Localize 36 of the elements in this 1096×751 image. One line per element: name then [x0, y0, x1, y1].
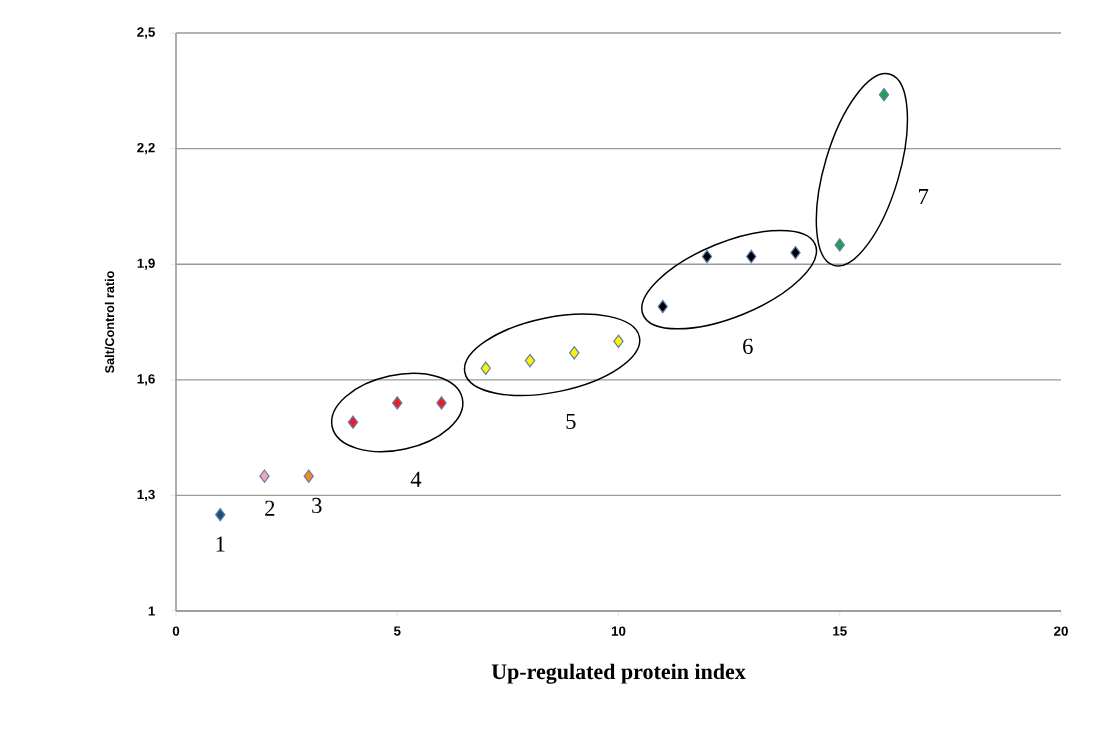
y-tick-label: 2,5 — [137, 27, 155, 39]
y-tick-label: 1,9 — [137, 258, 155, 270]
point — [259, 469, 270, 483]
y-tick-label: 1 — [148, 606, 155, 616]
point — [569, 346, 580, 360]
annotation: 6 — [743, 338, 753, 354]
annotation: 3 — [312, 497, 322, 514]
y-tick-label: 2,2 — [137, 142, 155, 155]
y-tick-label: 1,6 — [137, 374, 155, 386]
x-axis-title: Up-regulated protein index — [491, 663, 746, 684]
x-tick-label: 20 — [1054, 626, 1068, 636]
point — [436, 396, 447, 410]
point — [215, 507, 226, 522]
point — [701, 249, 713, 264]
x-tick-label: 0 — [172, 626, 180, 636]
y-axis-title: Salt/Control ratio — [104, 271, 115, 374]
x-tick-label: 15 — [833, 626, 847, 636]
point — [878, 87, 890, 102]
point — [303, 469, 314, 483]
y-tick-label: 1,3 — [137, 489, 155, 502]
annotation: 5 — [566, 413, 576, 429]
point — [347, 415, 359, 429]
point — [524, 353, 536, 368]
x-tick-label: 5 — [393, 626, 401, 636]
point — [392, 396, 403, 410]
point — [613, 334, 624, 349]
x-tick-label: 10 — [611, 626, 626, 636]
point — [657, 299, 668, 314]
annotation: 2 — [265, 500, 275, 516]
point — [834, 238, 845, 252]
annotation: 1 — [216, 536, 225, 552]
point — [790, 245, 801, 260]
annotation: 7 — [919, 189, 929, 204]
annotation: 4 — [410, 471, 422, 487]
point — [480, 361, 491, 375]
point — [746, 249, 757, 264]
